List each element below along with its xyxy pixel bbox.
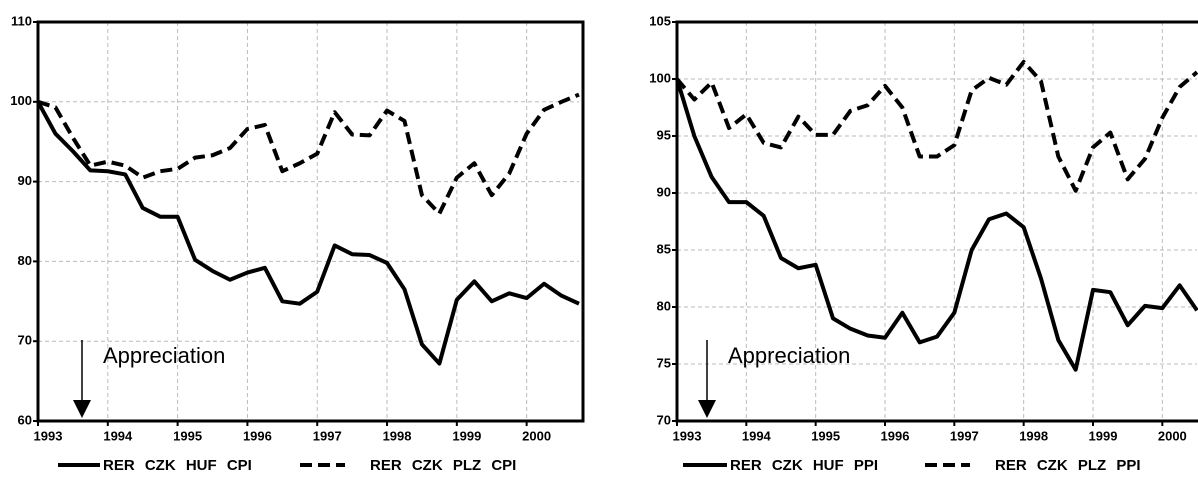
y-tick-label: 85	[657, 241, 671, 256]
y-tick-label: 60	[18, 412, 32, 427]
y-tick-label: 90	[657, 184, 671, 199]
annotation-arrowhead	[698, 400, 716, 418]
x-tick-label: 1998	[1019, 428, 1048, 443]
y-tick-label: 90	[18, 173, 32, 188]
x-tick-label: 1998	[383, 428, 412, 443]
legend-label: RER CZK PLZ CPI	[370, 457, 516, 474]
x-tick-label: 1993	[673, 428, 702, 443]
x-tick-label: 1994	[103, 428, 133, 443]
x-tick-label: 2000	[522, 428, 551, 443]
series-line	[36, 100, 580, 366]
x-tick-label: 1996	[881, 428, 910, 443]
series-line	[675, 59, 1198, 193]
x-tick-label: 1993	[34, 428, 63, 443]
y-tick-label: 80	[18, 253, 32, 268]
plot-frame	[675, 20, 1198, 423]
y-tick-label: 70	[657, 412, 671, 427]
x-tick-label: 1995	[173, 428, 202, 443]
y-tick-label: 95	[657, 127, 671, 142]
legend-label: RER CZK HUF CPI	[103, 457, 252, 474]
x-tick-label: 1996	[243, 428, 272, 443]
x-tick-label: 1997	[313, 428, 342, 443]
x-tick-label: 1995	[811, 428, 840, 443]
plot-frame	[36, 20, 585, 423]
legend-label: RER CZK PLZ PPI	[995, 457, 1141, 474]
x-tick-label: 2000	[1158, 428, 1187, 443]
annotation-arrowhead	[73, 400, 91, 418]
y-tick-label: 70	[18, 333, 32, 348]
y-tick-label: 110	[11, 13, 32, 28]
y-tick-label: 75	[657, 355, 671, 370]
x-tick-label: 1999	[1089, 428, 1118, 443]
y-tick-label: 100	[10, 93, 32, 108]
annotation: Appreciation	[103, 343, 225, 368]
x-tick-label: 1994	[742, 428, 772, 443]
y-tick-label: 80	[657, 298, 671, 313]
x-tick-label: 1997	[950, 428, 979, 443]
x-tick-label: 1999	[452, 428, 481, 443]
y-tick-label: 100	[649, 70, 671, 85]
annotation: Appreciation	[728, 343, 850, 368]
series-line	[37, 92, 580, 216]
legend-label: RER CZK HUF PPI	[730, 457, 878, 474]
y-tick-label: 105	[649, 13, 671, 28]
series-line	[675, 78, 1198, 372]
